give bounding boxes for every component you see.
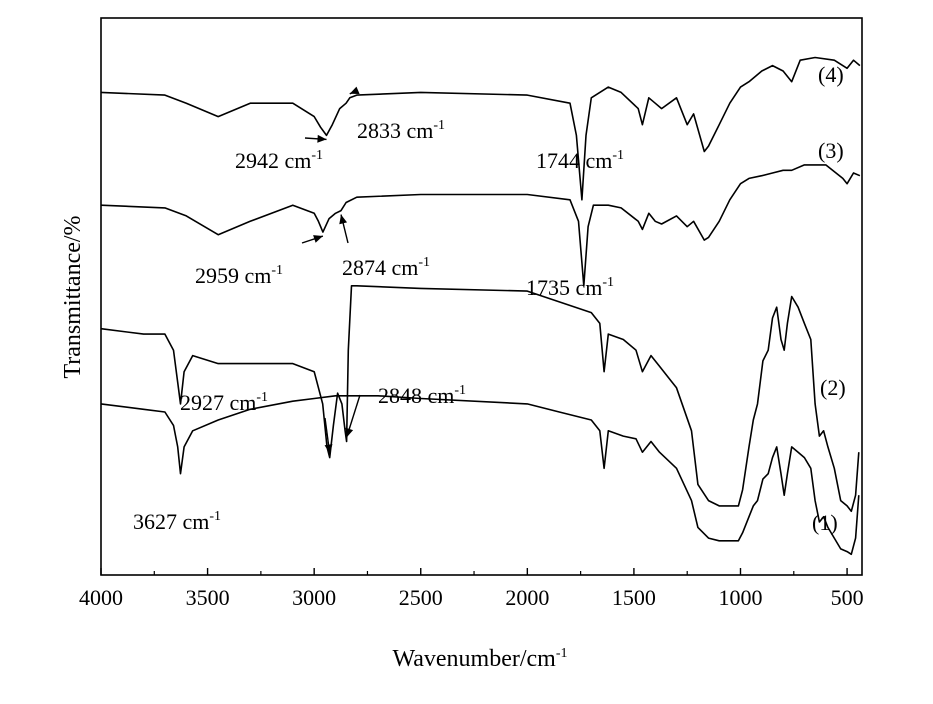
peak-arrow-head [313,235,323,243]
series-label: (1) [812,510,838,535]
x-tick-label: 500 [831,585,864,610]
peak-arrow-head [345,427,354,438]
spectrum-line-1 [100,56,861,201]
peak-label: 3627 cm-1 [133,509,221,534]
peak-label: 2959 cm-1 [195,263,283,288]
peak-label: 2833 cm-1 [357,118,445,143]
spectrum-line-2 [100,164,861,287]
series-label: (2) [820,375,846,400]
peak-label: 2927 cm-1 [180,390,268,415]
peak-arrow-head [339,214,348,225]
spectrum-line-4 [100,395,860,556]
series-label: (3) [818,138,844,163]
peak-label: 2942 cm-1 [235,148,323,173]
peak-arrow-head [349,86,360,94]
x-tick-label: 3000 [292,585,336,610]
x-tick-label: 1500 [612,585,656,610]
x-tick-label: 2000 [505,585,549,610]
peak-label: 1735 cm-1 [526,275,614,300]
spectrum-line-3 [100,285,860,513]
peak-annotations: 2942 cm-1 2833 cm-1 1744 cm-1 2959 cm-1 2874… [133,86,624,534]
x-axis-ticks: 4000 3500 3000 2500 2000 1500 1000 500 [79,568,864,610]
spectra-group [100,56,861,556]
plot-frame [100,17,863,576]
x-tick-label: 4000 [79,585,123,610]
x-tick-label: 3500 [186,585,230,610]
x-tick-label: 2500 [399,585,443,610]
peak-label: 2874 cm-1 [342,255,430,280]
x-tick-label: 1000 [718,585,762,610]
peak-label: 2848 cm-1 [378,383,466,408]
series-labels: (4) (3) (2) (1) [812,62,846,535]
x-axis-title: Wavenumber/cm-1 [392,646,567,672]
y-axis-title: Transmittance/% [60,215,86,378]
peak-arrow-head [317,134,327,143]
series-label: (4) [818,62,844,87]
peak-arrow-head [324,444,333,454]
peak-label: 1744 cm-1 [536,148,624,173]
